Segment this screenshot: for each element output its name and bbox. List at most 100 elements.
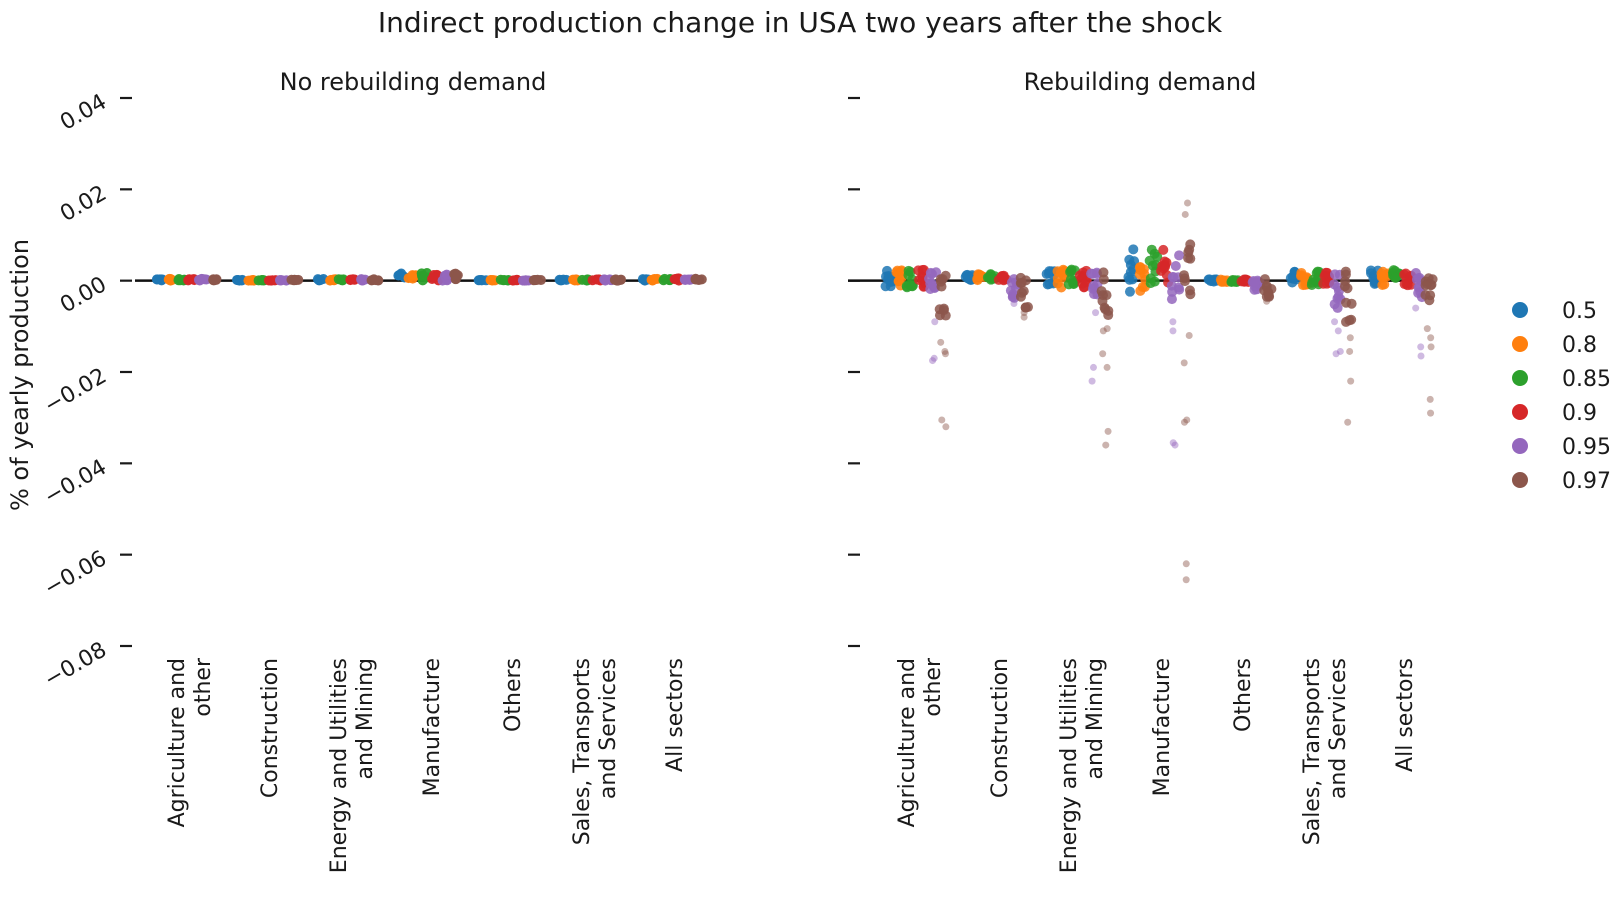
data-point xyxy=(1022,302,1033,313)
data-point xyxy=(1399,279,1410,290)
outlier-point xyxy=(1169,439,1177,447)
panel-subtitle: Rebuilding demand xyxy=(1024,68,1257,96)
legend-label: 0.9 xyxy=(1562,401,1597,426)
data-point xyxy=(233,274,244,285)
data-point xyxy=(1341,297,1352,308)
outlier-point xyxy=(1346,347,1354,355)
outlier-point xyxy=(1182,576,1190,584)
x-tick-label: Energy and Utilitiesand Mining xyxy=(327,658,378,873)
y-tick-label: 0.04 xyxy=(56,90,111,136)
data-point xyxy=(429,272,440,283)
data-point xyxy=(336,274,347,285)
legend-marker xyxy=(1512,438,1528,454)
data-point xyxy=(1288,273,1299,284)
y-axis-label: % of yearly production xyxy=(6,239,34,511)
outlier-point xyxy=(1412,304,1420,312)
outlier-point xyxy=(1426,395,1434,403)
data-point xyxy=(927,279,938,290)
data-point xyxy=(487,275,498,286)
outlier-point xyxy=(931,318,939,326)
outlier-point xyxy=(1099,350,1107,358)
panel-rebuilding: Rebuilding demand Agriculture andother Co… xyxy=(848,68,1438,873)
legend-label: 0.97 xyxy=(1562,469,1611,494)
data-point xyxy=(183,275,194,286)
outlier-point xyxy=(1020,309,1028,317)
data-point xyxy=(1124,286,1135,297)
data-point xyxy=(649,274,660,285)
data-point xyxy=(1183,253,1194,264)
outlier-point xyxy=(1331,318,1339,326)
outlier-point xyxy=(1181,210,1189,218)
legend-label: 0.5 xyxy=(1562,299,1597,324)
outlier-point xyxy=(1180,418,1188,426)
data-point xyxy=(913,265,924,276)
data-point xyxy=(253,275,264,286)
data-point xyxy=(507,275,518,286)
outlier-point xyxy=(1344,418,1352,426)
data-point xyxy=(1008,289,1019,300)
data-point xyxy=(1365,265,1376,276)
data-point xyxy=(1066,265,1077,276)
data-point xyxy=(1145,273,1156,284)
data-point xyxy=(1179,276,1190,287)
data-point xyxy=(1044,266,1055,277)
outlier-point xyxy=(1169,327,1177,335)
outlier-point xyxy=(1092,309,1100,317)
data-point xyxy=(441,269,452,280)
outlier-point xyxy=(1020,313,1028,321)
x-tick-label: All sectors xyxy=(663,658,688,772)
data-point xyxy=(935,276,946,287)
outlier-point xyxy=(941,350,949,358)
data-point xyxy=(1168,272,1179,283)
outlier-point xyxy=(929,357,937,365)
data-point xyxy=(1101,290,1112,301)
data-point xyxy=(291,275,302,286)
legend-label: 0.95 xyxy=(1562,435,1611,460)
data-point xyxy=(1020,275,1031,286)
data-point xyxy=(926,268,937,279)
outlier-point xyxy=(1332,350,1340,358)
data-point xyxy=(1205,276,1216,287)
data-point xyxy=(1266,284,1277,295)
panel-subtitle: No rebuilding demand xyxy=(280,68,547,96)
outlier-point xyxy=(1417,343,1425,351)
outlier-point xyxy=(1427,409,1435,417)
data-point xyxy=(368,274,379,285)
data-point xyxy=(499,274,510,285)
data-point xyxy=(1160,261,1171,272)
outlier-point xyxy=(1183,416,1191,424)
outlier-point xyxy=(1180,359,1188,367)
outlier-point xyxy=(1417,352,1425,360)
data-point xyxy=(1390,272,1401,283)
data-point xyxy=(1166,294,1177,305)
outlier-point xyxy=(1103,325,1111,333)
data-point xyxy=(1376,268,1387,279)
chart-title: Indirect production change in USA two ye… xyxy=(378,6,1223,39)
data-point xyxy=(1134,262,1145,273)
outlier-point xyxy=(941,347,949,355)
data-point xyxy=(1147,260,1158,271)
outlier-point xyxy=(1103,363,1111,371)
outlier-point xyxy=(1347,377,1355,385)
legend-label: 0.8 xyxy=(1562,333,1597,358)
x-tick-label: Others xyxy=(501,658,526,732)
data-point xyxy=(1103,310,1114,321)
data-point xyxy=(1344,315,1355,326)
data-point xyxy=(211,274,222,285)
data-point xyxy=(315,274,326,285)
data-point xyxy=(1166,280,1177,291)
outlier-point xyxy=(1182,560,1190,568)
data-point xyxy=(1081,276,1092,287)
outlier-point xyxy=(1185,331,1193,339)
data-point xyxy=(903,265,914,276)
outlier-point xyxy=(942,423,950,431)
data-point xyxy=(934,304,945,315)
data-point xyxy=(532,274,543,285)
x-tick-label: Sales, Transportsand Services xyxy=(570,658,621,845)
y-tick-label: 0.00 xyxy=(56,272,111,318)
data-point xyxy=(1056,282,1067,293)
data-point xyxy=(1098,267,1109,278)
data-point xyxy=(997,271,1008,282)
data-point xyxy=(1135,285,1146,296)
x-tick-label: Sales, Transportsand Services xyxy=(1300,658,1351,845)
